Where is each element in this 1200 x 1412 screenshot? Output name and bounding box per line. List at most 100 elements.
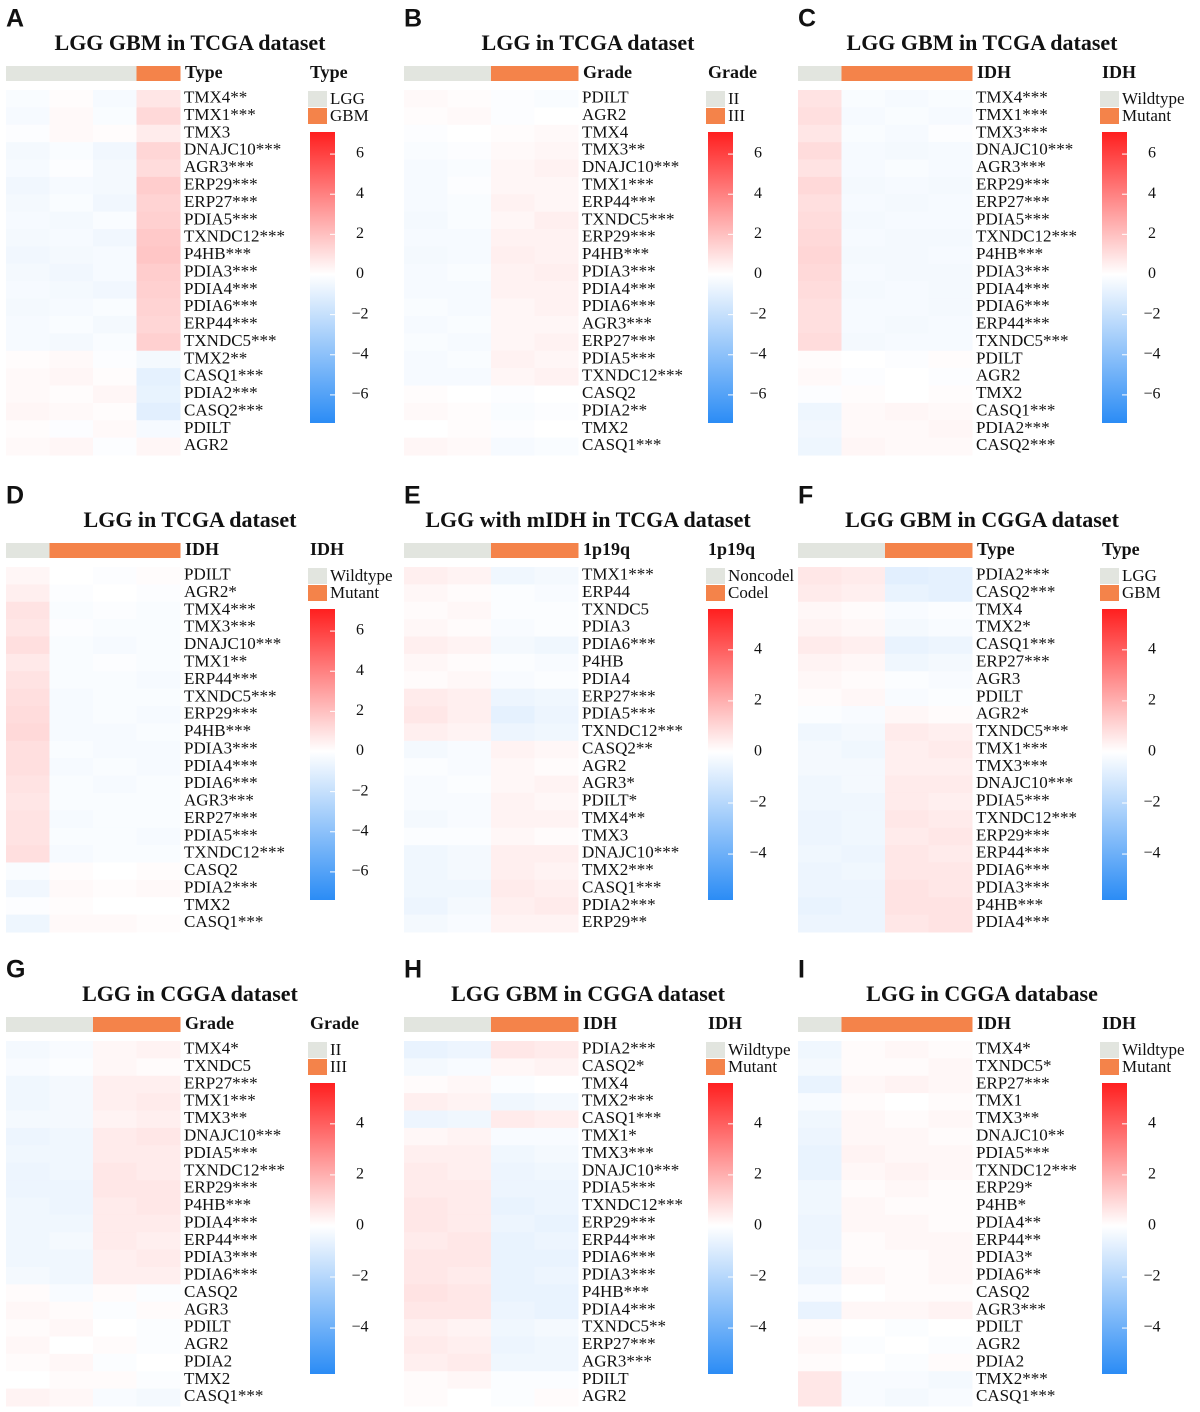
heatmap-cell bbox=[491, 1041, 535, 1059]
colorbar-tick-label: −4 bbox=[351, 822, 368, 839]
heatmap-cell bbox=[404, 584, 448, 603]
legend-swatch bbox=[308, 91, 327, 107]
heatmap-cell bbox=[885, 567, 929, 585]
heatmap-cell bbox=[93, 862, 137, 881]
heatmap-cell bbox=[885, 437, 929, 456]
gene-label: PDIA2*** bbox=[976, 418, 1050, 437]
gene-label: TXNDC12*** bbox=[976, 1160, 1077, 1179]
heatmap-cell bbox=[136, 1353, 181, 1372]
heatmap-cell bbox=[404, 1214, 448, 1233]
heatmap-cell bbox=[6, 1058, 50, 1077]
colorbar-tick-label: 4 bbox=[754, 1115, 762, 1132]
legend-label: II bbox=[330, 1040, 342, 1059]
heatmap-cell bbox=[447, 437, 492, 456]
heatmap-cell bbox=[49, 601, 94, 620]
heatmap-cell bbox=[491, 1371, 535, 1390]
gene-label: ERP44** bbox=[976, 1230, 1041, 1249]
heatmap-cell bbox=[6, 810, 50, 829]
gene-label: AGR3 bbox=[976, 669, 1020, 688]
gene-label: ERP27*** bbox=[184, 1073, 258, 1092]
heatmap-cell bbox=[404, 1319, 448, 1337]
heatmap-cell bbox=[841, 740, 886, 759]
heatmap-cell bbox=[534, 1336, 579, 1355]
group-annotation bbox=[6, 66, 50, 81]
heatmap-cell bbox=[93, 1180, 137, 1198]
heatmap-cell bbox=[841, 792, 886, 811]
colorbar-tick-label: 4 bbox=[356, 185, 364, 202]
heatmap-cell bbox=[928, 333, 973, 352]
heatmap-cell bbox=[447, 1075, 492, 1094]
heatmap-cell bbox=[49, 211, 94, 230]
gene-label: ERP29*** bbox=[582, 227, 656, 246]
heatmap-cell bbox=[49, 1041, 94, 1059]
heatmap-cell bbox=[49, 298, 94, 317]
gene-label: AGR2 bbox=[582, 756, 626, 775]
heatmap-cell bbox=[49, 333, 94, 352]
heatmap-cell bbox=[93, 671, 137, 690]
heatmap-cell bbox=[49, 914, 94, 933]
heatmap-cell bbox=[136, 315, 181, 334]
gene-label: P4HB*** bbox=[184, 721, 251, 740]
heatmap-cell bbox=[136, 1041, 181, 1059]
heatmap-cell bbox=[798, 90, 842, 108]
heatmap-cell bbox=[885, 1127, 929, 1146]
gene-label: PDIA3*** bbox=[184, 738, 258, 757]
colorbar bbox=[310, 132, 335, 423]
group-annotation bbox=[404, 66, 448, 81]
heatmap-cell bbox=[6, 402, 50, 421]
legend-label: Noncodel bbox=[728, 566, 794, 585]
heatmap-cell bbox=[841, 1093, 886, 1112]
legend-swatch bbox=[1100, 1059, 1119, 1075]
heatmap-cell bbox=[6, 723, 50, 742]
colorbar bbox=[1102, 1083, 1127, 1374]
heatmap-cell bbox=[798, 914, 842, 933]
heatmap-cell bbox=[136, 1110, 181, 1129]
gene-label: ERP44*** bbox=[582, 1230, 656, 1249]
heatmap-cell bbox=[928, 1319, 973, 1337]
gene-label: DNAJC10*** bbox=[582, 1160, 679, 1179]
heatmap-cell bbox=[534, 142, 579, 161]
colorbar-tick-label: 6 bbox=[1148, 145, 1156, 162]
heatmap-cell bbox=[928, 1249, 973, 1268]
gene-label: PDIA5*** bbox=[184, 825, 258, 844]
panel-title: LGG GBM in CGGA dataset bbox=[451, 981, 725, 1006]
heatmap-cell bbox=[49, 1197, 94, 1216]
heatmap-cell bbox=[49, 1093, 94, 1112]
heatmap-cell bbox=[404, 1180, 448, 1198]
heatmap-cell bbox=[885, 298, 929, 317]
group-annotation bbox=[841, 1017, 886, 1032]
gene-label: PDILT bbox=[184, 1317, 231, 1336]
gene-label: ERP44*** bbox=[184, 1230, 258, 1249]
heatmap-cell bbox=[798, 1266, 842, 1285]
heatmap-cell bbox=[6, 845, 50, 863]
colorbar bbox=[310, 609, 335, 900]
heatmap-cell bbox=[6, 1232, 50, 1251]
heatmap-cell bbox=[928, 437, 973, 456]
heatmap-cell bbox=[6, 914, 50, 933]
heatmap-cell bbox=[447, 567, 492, 585]
heatmap-cell bbox=[136, 1162, 181, 1181]
panel-title: LGG GBM in TCGA dataset bbox=[847, 30, 1119, 55]
heatmap-cell bbox=[798, 1180, 842, 1198]
heatmap-cell bbox=[885, 1371, 929, 1390]
panel-letter: G bbox=[6, 956, 25, 984]
heatmap-cell bbox=[928, 298, 973, 317]
group-annotation bbox=[534, 1017, 579, 1032]
heatmap-cell bbox=[447, 1197, 492, 1216]
gene-label: ERP27*** bbox=[184, 192, 258, 211]
heatmap-cell bbox=[928, 368, 973, 386]
gene-label: PDIA4*** bbox=[184, 1212, 258, 1231]
heatmap-cell bbox=[6, 567, 50, 585]
legend-title: IDH bbox=[1102, 1013, 1136, 1033]
heatmap-cell bbox=[404, 1249, 448, 1268]
heatmap-cell bbox=[798, 1162, 842, 1181]
heatmap-cell bbox=[404, 601, 448, 620]
heatmap-cell bbox=[491, 810, 535, 829]
gene-label: ERP44*** bbox=[184, 669, 258, 688]
legend-label: Codel bbox=[728, 583, 769, 602]
gene-label: PDIA5*** bbox=[976, 1143, 1050, 1162]
heatmap-cell bbox=[491, 1110, 535, 1129]
colorbar-tick-label: 2 bbox=[356, 702, 364, 719]
heatmap-cell bbox=[491, 402, 535, 421]
heatmap-cell bbox=[93, 1266, 137, 1285]
